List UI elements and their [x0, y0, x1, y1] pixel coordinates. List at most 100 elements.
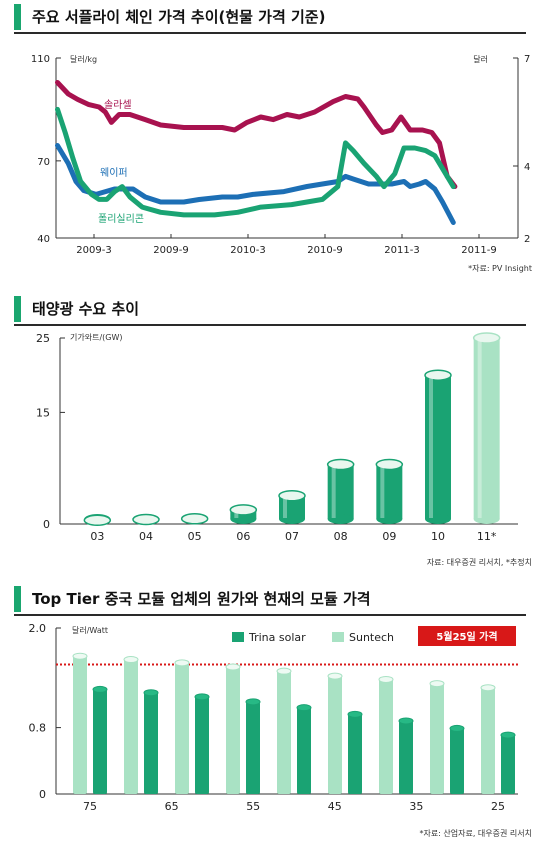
bar [376, 464, 403, 519]
bar-highlight [234, 512, 239, 518]
bar-cap [132, 513, 160, 526]
bar-highlight [283, 498, 287, 518]
y-tick-label: 15 [36, 406, 50, 419]
x-tick-label: 75 [83, 800, 97, 813]
bar-cap [180, 513, 209, 525]
bar [399, 720, 413, 794]
bar-cap [123, 656, 139, 664]
x-tick-label: 45 [328, 800, 342, 813]
bar-cap [449, 724, 465, 732]
x-tick-label: 35 [409, 800, 423, 813]
demand-chart-svg: 기가와트/(GW) 자료: 대우증권 리서치, *추정치 25 15 0 03 04 05… [36, 332, 532, 567]
legend-label: Suntech [349, 631, 394, 644]
price-chart-svg: 달러/kg 달러 *자료: PV Insight 110 70 40 7 4 2 2009-… [31, 54, 532, 273]
bar-base [279, 514, 305, 524]
y-tick-label: 2.0 [29, 622, 47, 635]
bar-highlight [331, 467, 336, 518]
x-tick-label: 04 [139, 530, 153, 543]
bar [425, 375, 451, 519]
price-annotation: 5월25일 가격 [418, 626, 516, 646]
price-chart-title-row: 주요 서플라이 체인 가격 추이(현물 가격 기준) [14, 0, 526, 34]
y-tick-label: 40 [37, 234, 50, 245]
title-accent-bar [14, 4, 21, 30]
x-tick-label: 03 [90, 530, 104, 543]
bar-cap [276, 667, 292, 675]
module-chart-svg: 달러/Watt 5월25일 가격 *자료: 산업자료, 대우증권 리서치 2.0… [29, 622, 533, 838]
bar-base [473, 514, 500, 524]
series-label: 웨이퍼 [100, 167, 128, 179]
x-tick-label: 2009-3 [76, 245, 111, 256]
x-tick-label: 2011-3 [384, 245, 419, 256]
y-tick-label: 0.8 [29, 722, 47, 735]
series-label: 폴리실리콘 [98, 213, 144, 225]
bar-highlight [380, 467, 385, 518]
x-tick-label: 11* [477, 530, 497, 543]
bar-cap [72, 652, 88, 660]
bar [327, 464, 354, 519]
x-tick-label: 09 [382, 530, 396, 543]
x-tick-label: 65 [165, 800, 179, 813]
bar [297, 707, 311, 794]
bar [175, 662, 189, 794]
bar-cap [378, 675, 394, 683]
x-tick-label: 2009-9 [153, 245, 188, 256]
module-chart-title-row: Top Tier 중국 모듈 업체의 원가와 현재의 모듈 가격 [14, 582, 526, 616]
bar [379, 679, 393, 794]
bar-cap [347, 710, 363, 718]
left-axis-unit: 달러/kg [70, 55, 97, 64]
y-tick-label: 0 [39, 788, 46, 801]
demand-chart-panel: 태양광 수요 추이 기가와트/(GW) 자료: 대우증권 리서치, *추정치 2… [0, 292, 540, 576]
bar-cap [480, 684, 496, 692]
y-tick-label: 25 [36, 332, 50, 345]
x-tick-label: 2010-3 [230, 245, 265, 256]
module-chart-panel: Top Tier 중국 모듈 업체의 원가와 현재의 모듈 가격 달러/Watt… [0, 582, 540, 856]
bar-base [327, 514, 354, 524]
bar [124, 659, 138, 794]
x-tick-label: 55 [246, 800, 260, 813]
y2-tick-label: 2 [524, 234, 530, 245]
bar [226, 667, 240, 794]
price-chart-panel: 주요 서플라이 체인 가격 추이(현물 가격 기준) 달러/kg 달러 *자료:… [0, 0, 540, 282]
legend-swatch [332, 632, 344, 642]
series-line [55, 106, 456, 218]
bar [277, 671, 291, 794]
bar-cap [225, 663, 241, 671]
y2-tick-label: 7 [524, 54, 530, 65]
bar-cap [245, 698, 261, 706]
x-tick-label: 10 [431, 530, 445, 543]
x-tick-label: 06 [236, 530, 250, 543]
bar [279, 495, 305, 519]
module-chart-source: *자료: 산업자료, 대우증권 리서치 [419, 828, 532, 838]
price-annotation-label: 5월25일 가격 [436, 630, 497, 643]
y-tick-label: 110 [31, 54, 50, 65]
bar-cap [424, 369, 452, 381]
bar-cap [398, 717, 414, 725]
bar [93, 689, 107, 794]
bar [195, 696, 209, 794]
bar-base [230, 514, 257, 524]
bar-cap [296, 704, 312, 712]
bar [328, 676, 342, 794]
module-chart-title: Top Tier 중국 모듈 업체의 원가와 현재의 모듈 가격 [32, 590, 371, 608]
x-tick-label: 05 [188, 530, 202, 543]
legend-swatch [232, 632, 244, 642]
bar-cap [194, 693, 210, 701]
price-chart-source: *자료: PV Insight [468, 264, 532, 273]
right-axis-unit: 달러 [473, 55, 488, 64]
bar-cap [174, 659, 190, 667]
bar-cap [278, 489, 306, 502]
title-accent-bar [14, 586, 21, 612]
bar [473, 338, 500, 519]
bar [430, 683, 444, 794]
bar-cap [472, 332, 501, 344]
x-tick-label: 2010-9 [307, 245, 342, 256]
bar-cap [229, 504, 258, 516]
bar-highlight [477, 341, 482, 518]
demand-chart-title-row: 태양광 수요 추이 [14, 292, 526, 326]
bar-base [376, 514, 403, 524]
bar-cap [500, 731, 516, 739]
bar-cap [429, 680, 445, 688]
bar-cap [83, 514, 112, 527]
bar [73, 656, 87, 794]
demand-chart-source: 자료: 대우증권 리서치, *추정치 [427, 557, 532, 567]
